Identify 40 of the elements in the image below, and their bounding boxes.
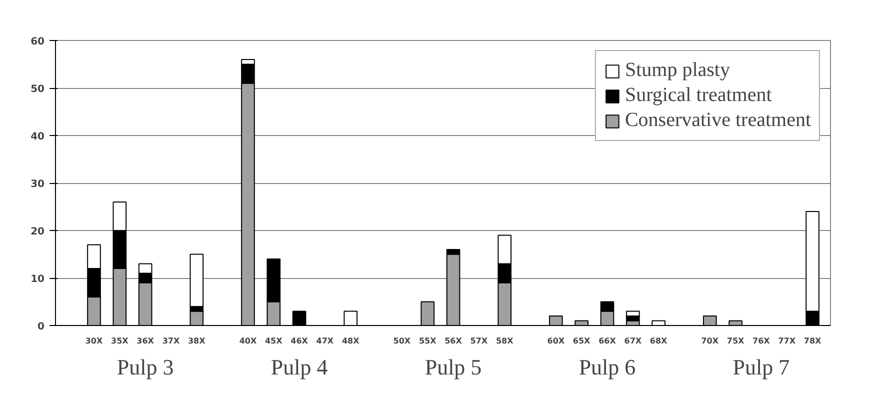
text: Pulp 7 xyxy=(732,354,790,380)
x-tick-label: 60X xyxy=(547,336,566,346)
text: Pulp 3 xyxy=(116,354,174,380)
y-tick-label: 30 xyxy=(30,179,45,190)
x-tick-label: 40X xyxy=(239,336,258,346)
text: Pulp 5 xyxy=(424,354,482,380)
y-tick-label: 40 xyxy=(30,132,45,142)
text: Pulp 6 xyxy=(578,354,636,380)
x-tick-label: 36X xyxy=(136,336,155,346)
y-tick-label: 60 xyxy=(30,36,45,48)
y-tick-label: 0 xyxy=(38,322,45,332)
x-tick-label: 38X xyxy=(188,336,206,346)
y-tick-label: 50 xyxy=(30,84,45,95)
x-tick-label: 77X xyxy=(778,336,796,346)
x-tick-label: 68X xyxy=(650,336,668,346)
x-tick-label: 78X xyxy=(804,336,822,346)
legend-label: Conservative treatment xyxy=(624,109,811,132)
x-tick-label: 70X xyxy=(701,336,720,346)
x-tick-label: 75X xyxy=(726,336,746,346)
x-tick-label: 35X xyxy=(111,336,130,346)
text: Pulp 4 xyxy=(270,354,328,380)
y-tick-label: 10 xyxy=(30,274,45,285)
x-tick-label: 55X xyxy=(418,336,438,346)
x-tick-label: 66X xyxy=(598,336,617,346)
x-tick-label: 46X xyxy=(290,336,309,346)
x-tick-label: 47X xyxy=(316,336,334,346)
x-tick-label: 58X xyxy=(496,336,514,346)
x-tick-label: 30X xyxy=(85,336,104,346)
x-tick-label: 56X xyxy=(444,336,463,346)
legend-label: Stump plasty xyxy=(624,59,730,82)
x-tick-label: 45X xyxy=(264,336,284,346)
y-tick-label: 20 xyxy=(30,226,45,238)
x-tick-label: 67X xyxy=(624,336,642,346)
x-tick-label: 65X xyxy=(572,336,592,346)
x-tick-label: 37X xyxy=(162,336,180,346)
legend-label: Surgical treatment xyxy=(624,84,772,107)
x-tick-label: 48X xyxy=(342,336,360,346)
x-tick-label: 76X xyxy=(752,336,771,346)
x-tick-label: 50X xyxy=(393,336,412,346)
x-tick-label: 57X xyxy=(470,336,488,346)
